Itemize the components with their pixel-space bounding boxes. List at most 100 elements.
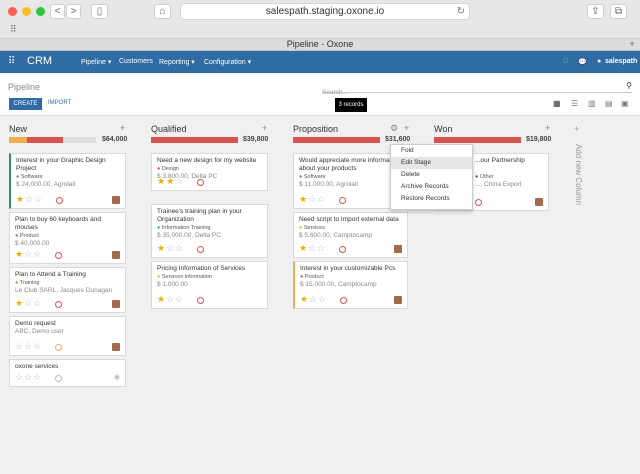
column-title-new[interactable]: New [9, 124, 28, 134]
search-input[interactable]: Search... ⚲ [322, 81, 632, 96]
activity-clock-icon[interactable] [339, 197, 346, 204]
graph-view-icon[interactable]: ▥ [588, 99, 596, 108]
tabs-icon[interactable]: ⧉ [610, 4, 627, 19]
activity-clock-icon[interactable] [55, 375, 62, 382]
activity-icon[interactable]: ⏻ [563, 58, 569, 65]
add-column-plus-icon[interactable]: + [574, 124, 580, 134]
priority-stars[interactable]: ★☆☆ [16, 194, 44, 204]
card-subtitle: $ 24,000.00, Agrolait [16, 181, 76, 188]
column-settings-icon[interactable]: ⚙ [390, 123, 399, 133]
column-title-qualified[interactable]: Qualified [151, 124, 187, 134]
column-title-proposition[interactable]: Proposition [293, 124, 339, 134]
forward-button[interactable]: > [66, 4, 81, 19]
share-icon[interactable]: ⇪ [587, 4, 604, 19]
add-column-label[interactable]: Add new Column [574, 144, 583, 205]
lead-card[interactable]: Plan to Attend a Training ● Training Le … [9, 267, 126, 313]
kanban-view-icon[interactable]: ▦ [553, 99, 561, 108]
activity-clock-icon[interactable] [197, 297, 204, 304]
add-card-won-icon[interactable]: + [545, 123, 551, 133]
add-card-proposition-icon[interactable]: + [404, 123, 410, 133]
priority-stars[interactable]: ☆☆☆ [15, 341, 43, 351]
priority-stars[interactable]: ☆☆☆ [15, 372, 43, 382]
chat-icon[interactable]: 💬 [578, 59, 587, 66]
menu-item-archive-records[interactable]: Archive Records [401, 183, 449, 190]
add-card-new-icon[interactable]: + [120, 123, 126, 133]
activity-clock-icon[interactable] [339, 246, 346, 253]
activity-clock-icon[interactable] [55, 344, 62, 351]
priority-stars[interactable]: ★★☆ [157, 176, 185, 186]
priority-stars[interactable]: ★☆☆ [15, 298, 43, 308]
search-icon[interactable]: ⚲ [626, 81, 632, 90]
add-card-qualified-icon[interactable]: + [262, 123, 268, 133]
lead-card[interactable]: Trainee's training plan in your Organiza… [151, 204, 268, 258]
activity-clock-icon[interactable] [340, 297, 347, 304]
lead-card[interactable]: Need a new design for my website ● Desig… [151, 153, 268, 191]
activity-clock-icon[interactable] [475, 199, 482, 206]
apps-grid-icon[interactable]: ⠿ [10, 24, 17, 34]
avatar [112, 251, 120, 259]
lead-card[interactable]: Pricing Information of Services ● Servic… [151, 261, 268, 309]
lead-card[interactable]: Would appreciate more informa... about y… [293, 153, 408, 209]
activity-clock-icon[interactable] [55, 252, 62, 259]
card-tags: ● Product [15, 233, 39, 239]
menu-configuration[interactable]: Configuration ▾ [204, 59, 252, 66]
pivot-view-icon[interactable]: ▣ [621, 99, 629, 108]
card-tags: ● Information Training [157, 225, 211, 231]
column-amount-won: $19,800 [526, 136, 552, 143]
address-bar[interactable]: salespath.staging.oxone.io ↻ [180, 3, 470, 20]
tab-pipeline[interactable]: Pipeline - Oxone + [0, 38, 640, 51]
card-title: Plan to buy 60 keyboards and mouses [15, 216, 102, 231]
priority-stars[interactable]: ★☆☆ [300, 294, 328, 304]
home-icon[interactable]: ⌂ [154, 4, 171, 19]
lead-card[interactable]: Need script to Import external data ● Se… [293, 212, 408, 258]
lead-card[interactable]: oxone services ☆☆☆ ◉ [9, 359, 126, 387]
lead-card[interactable]: Interest in your Graphic Design Project … [9, 153, 126, 209]
card-title: Need script to Import external data [299, 216, 399, 223]
apps-menu-icon[interactable]: ⠿ [8, 56, 16, 67]
import-button[interactable]: IMPORT [48, 100, 72, 106]
activity-clock-icon[interactable] [56, 197, 63, 204]
menu-item-edit-stage[interactable]: Edit Stage [391, 157, 472, 169]
priority-stars[interactable]: ★☆☆ [157, 243, 185, 253]
menu-pipeline[interactable]: Pipeline ▾ [81, 59, 112, 66]
card-title: oxone services [15, 363, 59, 370]
url-text: salespath.staging.oxone.io [265, 6, 385, 17]
list-view-icon[interactable]: ☰ [571, 99, 579, 108]
back-button[interactable]: < [50, 4, 65, 19]
minimize-window-icon[interactable] [22, 7, 31, 16]
menu-item-fold[interactable]: Fold [401, 147, 414, 154]
activity-clock-icon[interactable] [55, 301, 62, 308]
card-title: Interest in your customizable Pcs [300, 265, 396, 272]
new-tab-icon[interactable]: + [629, 39, 635, 50]
menu-item-restore-records[interactable]: Restore Records [401, 195, 450, 202]
maximize-window-icon[interactable] [36, 7, 45, 16]
user-name[interactable]: salespath [605, 58, 638, 65]
app-title[interactable]: CRM [27, 55, 53, 67]
create-button[interactable]: CREATE [9, 98, 42, 110]
avatar [394, 245, 402, 253]
avatar [394, 296, 402, 304]
card-subtitle: ..., China Export [475, 181, 522, 188]
priority-stars[interactable]: ★☆☆ [15, 249, 43, 259]
user-avatar[interactable]: ● [597, 58, 602, 65]
top-navbar: ⠿ CRM Pipeline ▾ Customers Reporting ▾ C… [0, 51, 640, 73]
menu-item-delete[interactable]: Delete [401, 171, 420, 178]
close-window-icon[interactable] [8, 7, 17, 16]
menu-reporting[interactable]: Reporting ▾ [159, 59, 195, 66]
reload-icon[interactable]: ↻ [456, 6, 465, 17]
activity-clock-icon[interactable] [197, 246, 204, 253]
priority-stars[interactable]: ★☆☆ [299, 243, 327, 253]
calendar-view-icon[interactable]: ▤ [605, 99, 613, 108]
progress-bar-won [434, 137, 521, 143]
priority-stars[interactable]: ★☆☆ [299, 194, 327, 204]
records-tooltip: 3 records [335, 98, 367, 112]
lead-card[interactable]: Demo request ABC, Demo user ☆☆☆ [9, 316, 126, 356]
activity-clock-icon[interactable] [197, 179, 204, 186]
card-title: Trainee's training plan in your Organiza… [157, 208, 242, 223]
column-title-won[interactable]: Won [434, 124, 453, 134]
lead-card[interactable]: Plan to buy 60 keyboards and mouses ● Pr… [9, 212, 126, 264]
priority-stars[interactable]: ★☆☆ [157, 294, 185, 304]
lead-card[interactable]: Interest in your customizable Pcs ● Prod… [293, 261, 408, 309]
menu-customers[interactable]: Customers [119, 58, 153, 65]
sidebar-toggle-icon[interactable]: ▯ [91, 4, 108, 19]
